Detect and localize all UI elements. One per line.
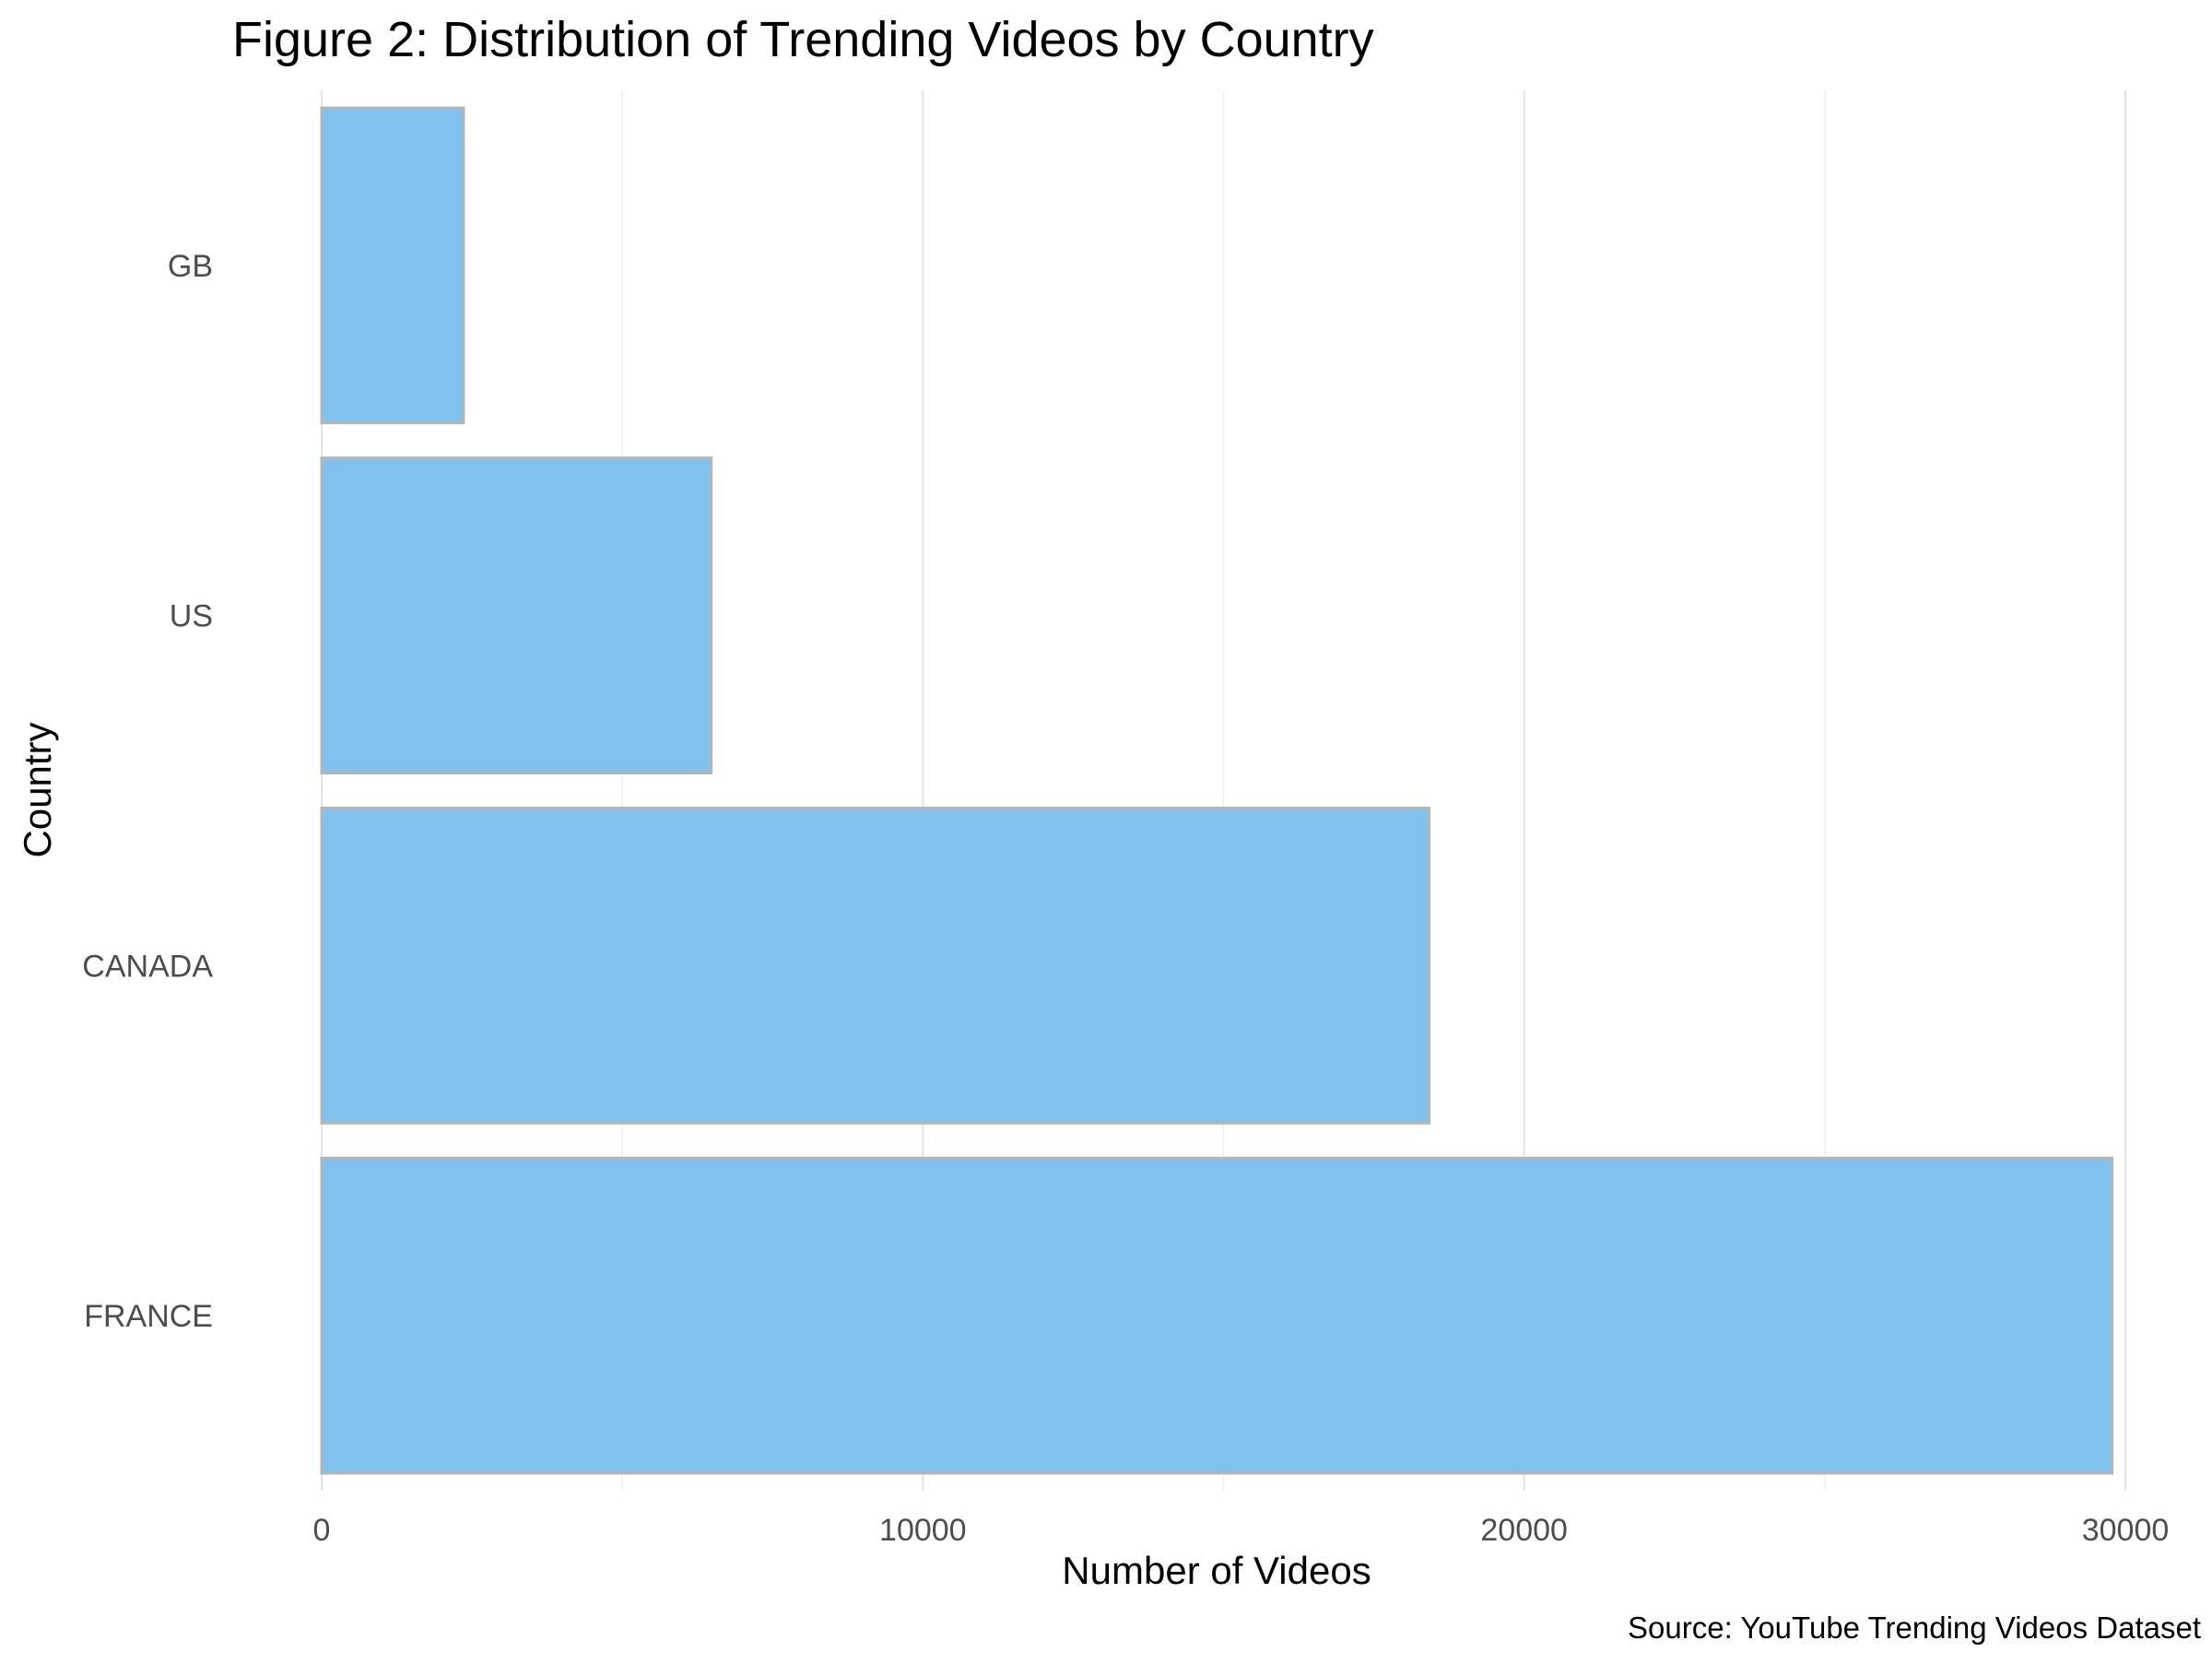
x-axis-title: Number of Videos [1062, 1549, 1371, 1592]
label-layer: 0 10000 20000 30000 GB US CANADA FRANCE [82, 249, 2169, 1548]
bar-gb [320, 106, 465, 425]
y-tick-label: US [170, 599, 213, 634]
y-tick-label: CANADA [82, 949, 213, 984]
bar-layer [320, 106, 2114, 1475]
chart-title: Figure 2: Distribution of Trending Video… [232, 12, 1374, 67]
bar-canada [320, 806, 1431, 1125]
y-tick-label: GB [168, 249, 213, 284]
y-tick-label: FRANCE [84, 1299, 213, 1334]
y-axis-title: Country [16, 722, 59, 857]
x-tick-label: 0 [313, 1513, 331, 1548]
bar-france [320, 1156, 2114, 1475]
x-tick-label: 30000 [2082, 1513, 2170, 1548]
bar-us [320, 456, 713, 775]
chart-caption: Source: YouTube Trending Videos Dataset [1628, 1611, 2201, 1645]
x-tick-label: 20000 [1480, 1513, 1568, 1548]
x-tick-label: 10000 [879, 1513, 967, 1548]
